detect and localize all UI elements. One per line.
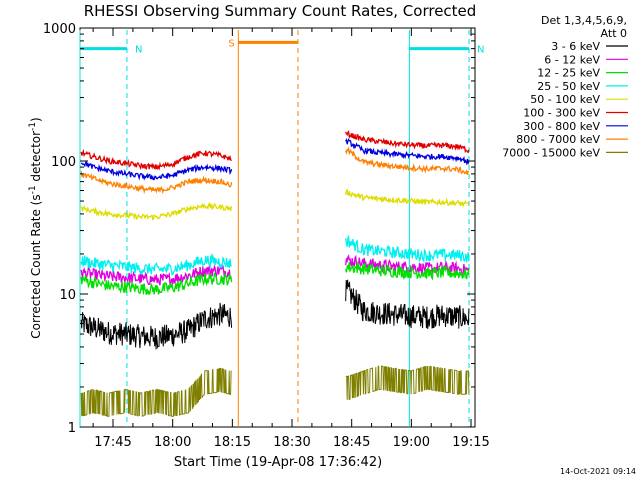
series-line-9 xyxy=(80,367,232,418)
x-tick-label: 17:45 xyxy=(94,435,131,450)
series-line-7 xyxy=(80,160,233,181)
series-line-5 xyxy=(345,188,470,209)
legend-entry-label: 300 - 800 keV xyxy=(523,120,600,133)
y-axis-label: Corrected Count Rate (s-1 detector-1) xyxy=(28,117,43,338)
legend-entry-label: 7000 - 15000 keV xyxy=(502,146,600,159)
y-tick-label: 10 xyxy=(59,288,76,303)
interval-label: N xyxy=(477,45,484,56)
series-line-8 xyxy=(345,146,470,175)
legend-entry-label: 6 - 12 keV xyxy=(544,53,600,66)
series-line-4 xyxy=(345,234,470,264)
series-line-2 xyxy=(80,264,233,286)
x-axis-label: Start Time (19-Apr-08 17:36:42) xyxy=(174,455,382,470)
interval-label: S xyxy=(228,38,234,49)
plot-area xyxy=(79,27,476,428)
data-series xyxy=(80,130,470,418)
series-line-7 xyxy=(345,137,470,166)
series-line-1 xyxy=(345,279,470,329)
legend-header-line-2: Att 0 xyxy=(601,27,627,40)
series-line-6 xyxy=(80,148,233,171)
legend-entry-label: 50 - 100 keV xyxy=(530,93,600,106)
legend-entry-label: 800 - 7000 keV xyxy=(516,133,600,146)
x-tick-label: 19:15 xyxy=(452,435,489,450)
series-line-8 xyxy=(80,171,233,195)
series-line-3 xyxy=(345,260,470,281)
observing-annotations: N NS xyxy=(79,30,485,427)
x-tick-label: 18:00 xyxy=(154,435,191,450)
y-tick-label: 1 xyxy=(68,421,76,436)
legend-header-line-1: Det 1,3,4,5,6,9, xyxy=(541,14,627,27)
chart-title: RHESSI Observing Summary Count Rates, Co… xyxy=(84,2,477,20)
x-tick-label: 19:00 xyxy=(393,435,430,450)
axes: 1 10 100 1000 17:45 18:00 18:15 18:30 18:45 19:00… xyxy=(43,22,490,450)
legend-entry-label: 100 - 300 keV xyxy=(523,107,600,120)
timestamp: 14-Oct-2021 09:14 xyxy=(560,467,636,476)
legend-entry-label: 25 - 50 keV xyxy=(537,80,600,93)
series-line-9 xyxy=(345,365,470,401)
series-line-1 xyxy=(80,302,233,350)
y-tick-label: 1000 xyxy=(43,22,76,37)
series-line-4 xyxy=(80,252,233,276)
interval-label: N xyxy=(135,45,142,56)
series-line-6 xyxy=(345,130,470,154)
legend-entry-label: 3 - 6 keV xyxy=(551,40,600,53)
series-line-5 xyxy=(80,202,233,221)
legend-entry-label: 12 - 25 keV xyxy=(537,67,600,80)
x-tick-label: 18:15 xyxy=(214,435,251,450)
y-tick-label: 100 xyxy=(51,155,76,170)
x-tick-label: 18:30 xyxy=(273,435,310,450)
x-tick-label: 18:45 xyxy=(333,435,370,450)
series-line-3 xyxy=(80,272,233,296)
